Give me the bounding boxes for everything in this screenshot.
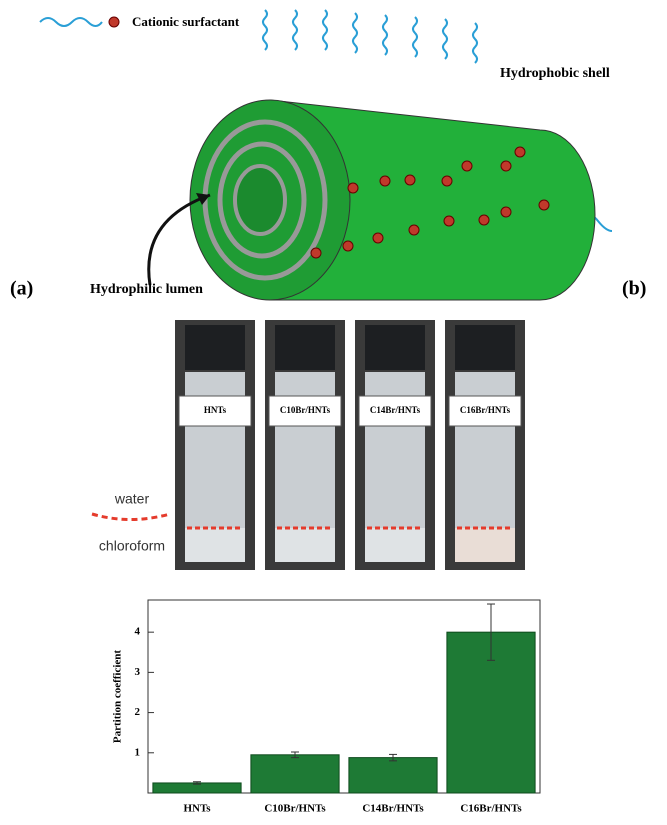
bottom-phase bbox=[365, 528, 425, 562]
bar bbox=[251, 755, 339, 793]
head bbox=[444, 216, 454, 226]
cap bbox=[185, 325, 245, 370]
tail bbox=[293, 10, 297, 50]
legend-tail bbox=[40, 18, 102, 26]
bar-chart: 1 2 3 4 Partition coefficient HNTs C10Br/HNTs C… bbox=[112, 604, 536, 815]
page: {"diagram": {"legend": "Cationic surfact… bbox=[0, 0, 667, 820]
head bbox=[380, 176, 390, 186]
head bbox=[405, 175, 415, 185]
head bbox=[539, 200, 549, 210]
cap bbox=[365, 325, 425, 370]
lumen bbox=[235, 166, 285, 234]
head bbox=[343, 241, 353, 251]
photos: HNTs C10Br/HNTs C14Br/HNTs C16Br/HNTs bbox=[175, 320, 525, 570]
tail bbox=[323, 10, 327, 50]
bottom-phase bbox=[275, 528, 335, 562]
vial-photo: HNTs bbox=[175, 320, 255, 570]
y-tick-label: 1 bbox=[135, 746, 141, 758]
tail bbox=[383, 15, 387, 55]
vial-label: C14Br/HNTs bbox=[370, 405, 421, 415]
tail bbox=[443, 19, 447, 59]
water-label: water bbox=[114, 491, 150, 507]
tail bbox=[353, 13, 357, 53]
vial-label: C10Br/HNTs bbox=[280, 405, 331, 415]
y-tick-label: 3 bbox=[135, 666, 141, 678]
x-tick-label: C10Br/HNTs bbox=[264, 803, 326, 815]
cap bbox=[455, 325, 515, 370]
head bbox=[501, 161, 511, 171]
head bbox=[348, 183, 358, 193]
interface bbox=[92, 514, 170, 520]
shell-label: Hydrophobic shell bbox=[500, 66, 610, 81]
vial-photo: C14Br/HNTs bbox=[355, 320, 435, 570]
tail bbox=[413, 17, 417, 57]
tail bbox=[473, 23, 477, 63]
head bbox=[501, 207, 511, 217]
head bbox=[442, 176, 452, 186]
chloroform-label: chloroform bbox=[99, 538, 165, 554]
y-axis-label: Partition coefficient bbox=[112, 650, 124, 743]
tail bbox=[263, 10, 267, 50]
vial-label: HNTs bbox=[204, 405, 227, 415]
x-tick-label: C16Br/HNTs bbox=[460, 803, 522, 815]
head bbox=[373, 233, 383, 243]
y-tick-label: 2 bbox=[135, 706, 141, 718]
panel-label: (b) bbox=[622, 278, 646, 300]
bottom-phase bbox=[185, 528, 245, 562]
figure: Cationic surfactant Hydrophobic shell (a… bbox=[0, 0, 667, 820]
head bbox=[479, 215, 489, 225]
legend-head bbox=[109, 17, 119, 27]
y-tick-label: 4 bbox=[135, 626, 141, 638]
bottom-phase bbox=[455, 528, 515, 562]
vial-label: C16Br/HNTs bbox=[460, 405, 511, 415]
head bbox=[515, 147, 525, 157]
panel-label: (a) bbox=[10, 278, 33, 300]
head bbox=[409, 225, 419, 235]
legend-text: Cationic surfactant bbox=[132, 14, 240, 29]
vial-photo: C10Br/HNTs bbox=[265, 320, 345, 570]
lumen-label: Hydrophilic lumen bbox=[90, 282, 203, 297]
cap bbox=[275, 325, 335, 370]
bar bbox=[349, 758, 437, 793]
head bbox=[311, 248, 321, 258]
x-tick-label: HNTs bbox=[183, 803, 211, 815]
vial-photo: C16Br/HNTs bbox=[445, 320, 525, 570]
head bbox=[462, 161, 472, 171]
x-tick-label: C14Br/HNTs bbox=[362, 803, 424, 815]
